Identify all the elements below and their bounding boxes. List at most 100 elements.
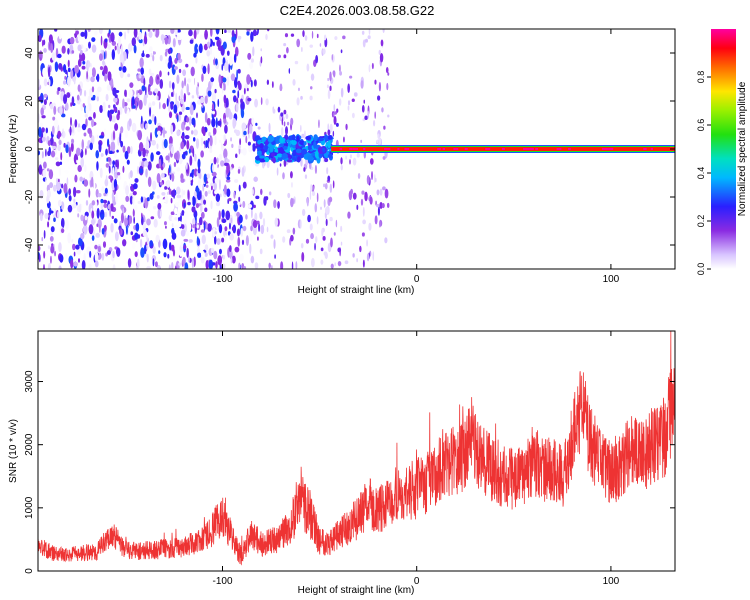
heatmap-cell xyxy=(113,97,118,103)
heatmap-cell xyxy=(299,140,305,146)
heatmap-cell xyxy=(43,161,47,169)
heatmap-cell xyxy=(292,227,296,235)
heatmap-cell xyxy=(300,243,304,249)
heatmap-cell xyxy=(137,68,142,72)
heatmap-cell xyxy=(87,29,91,32)
heatmap-cell xyxy=(225,210,231,221)
heatmap-cell xyxy=(63,142,66,148)
heatmap-cell xyxy=(237,35,242,40)
heatmap-cell xyxy=(175,260,180,269)
heatmap-cell xyxy=(204,244,209,251)
heatmap-cell xyxy=(172,38,176,48)
heatmap-cell xyxy=(202,129,206,137)
heatmap-cell xyxy=(112,160,116,166)
heatmap-cell xyxy=(100,198,104,204)
heatmap-cell xyxy=(42,263,46,269)
heatmap-cell xyxy=(306,63,310,72)
heatmap-cell xyxy=(147,161,152,171)
heatmap-cell xyxy=(313,141,317,149)
heatmap-cell xyxy=(261,148,265,156)
heatmap-cell xyxy=(310,73,315,81)
heatmap-cell xyxy=(288,67,291,74)
heatmap-cell xyxy=(252,143,256,152)
heatmap-cell xyxy=(83,132,87,137)
heatmap-cell xyxy=(109,206,112,217)
heatmap-cell xyxy=(204,112,208,123)
heatmap-cell xyxy=(211,92,216,102)
heatmap-cell xyxy=(96,207,100,219)
signal-ridge-peak xyxy=(523,148,527,150)
heatmap-cell xyxy=(111,215,115,219)
heatmap-cell xyxy=(343,136,345,143)
heatmap-cell xyxy=(225,179,231,183)
heatmap-cell xyxy=(42,67,47,78)
heatmap-cell xyxy=(189,155,193,166)
heatmap-cell xyxy=(171,232,177,240)
heatmap-cell xyxy=(223,94,227,104)
heatmap-cell xyxy=(234,210,237,218)
heatmap-cell xyxy=(212,41,215,47)
heatmap-cell xyxy=(224,124,228,134)
heatmap-cell xyxy=(209,135,213,147)
heatmap-cell xyxy=(176,35,181,41)
heatmap-cell xyxy=(84,164,87,172)
heatmap-cell xyxy=(253,176,258,182)
heatmap-cell xyxy=(125,75,128,80)
heatmap-cell xyxy=(88,66,93,78)
heatmap-cell xyxy=(377,206,380,216)
heatmap-cell xyxy=(140,196,144,203)
signal-ridge-peak xyxy=(486,148,491,150)
heatmap-cell xyxy=(77,84,81,92)
heatmap-cell xyxy=(327,175,331,182)
heatmap-cell xyxy=(43,99,47,106)
heatmap-cell xyxy=(134,178,139,183)
heatmap-cell xyxy=(191,130,194,135)
heatmap-cell xyxy=(97,245,102,253)
heatmap-cell xyxy=(214,36,220,41)
heatmap-cell xyxy=(183,190,186,196)
heatmap-cell xyxy=(257,236,259,241)
heatmap-cell xyxy=(200,150,204,158)
heatmap-cell xyxy=(217,255,223,266)
heatmap-cell xyxy=(276,153,283,158)
heatmap-cell xyxy=(226,76,230,86)
heatmap-cell xyxy=(320,259,324,265)
heatmap-cell xyxy=(184,262,189,269)
heatmap-cell xyxy=(43,229,46,239)
heatmap-cell xyxy=(285,126,288,136)
heatmap-cell xyxy=(43,78,48,87)
signal-ridge-peak xyxy=(363,148,366,150)
heatmap-cell xyxy=(101,186,105,193)
heatmap-cell xyxy=(73,198,76,203)
heatmap-cell xyxy=(184,135,190,140)
heatmap-cell xyxy=(219,179,221,191)
heatmap-cell xyxy=(291,182,293,188)
heatmap-cell xyxy=(57,211,60,219)
heatmap-cell xyxy=(176,74,180,85)
signal-ridge-peak xyxy=(404,148,410,150)
heatmap-cell xyxy=(159,54,163,62)
heatmap-cell xyxy=(340,225,343,232)
heatmap-cell xyxy=(242,181,247,189)
heatmap-cell xyxy=(305,238,310,244)
heatmap-cell xyxy=(213,235,217,245)
heatmap-cell xyxy=(247,203,253,209)
heatmap-cell xyxy=(129,195,133,205)
heatmap-cell xyxy=(266,79,270,85)
heatmap-cell xyxy=(161,192,166,196)
heatmap-cell xyxy=(160,172,165,179)
heatmap-cell xyxy=(108,112,113,122)
heatmap-cell xyxy=(100,201,104,211)
heatmap-cell xyxy=(216,157,219,164)
heatmap-cell xyxy=(76,248,82,255)
heatmap-cell xyxy=(126,159,130,165)
heatmap-cell xyxy=(379,188,383,196)
heatmap-cell xyxy=(57,178,60,183)
heatmap-cell xyxy=(59,254,64,263)
heatmap-cell xyxy=(265,98,269,106)
snr-ytick-label: 1000 xyxy=(24,496,35,519)
heatmap-cell xyxy=(91,37,96,42)
heatmap-cell xyxy=(230,179,233,183)
heatmap-cell xyxy=(254,98,259,108)
heatmap-cell xyxy=(201,73,204,82)
